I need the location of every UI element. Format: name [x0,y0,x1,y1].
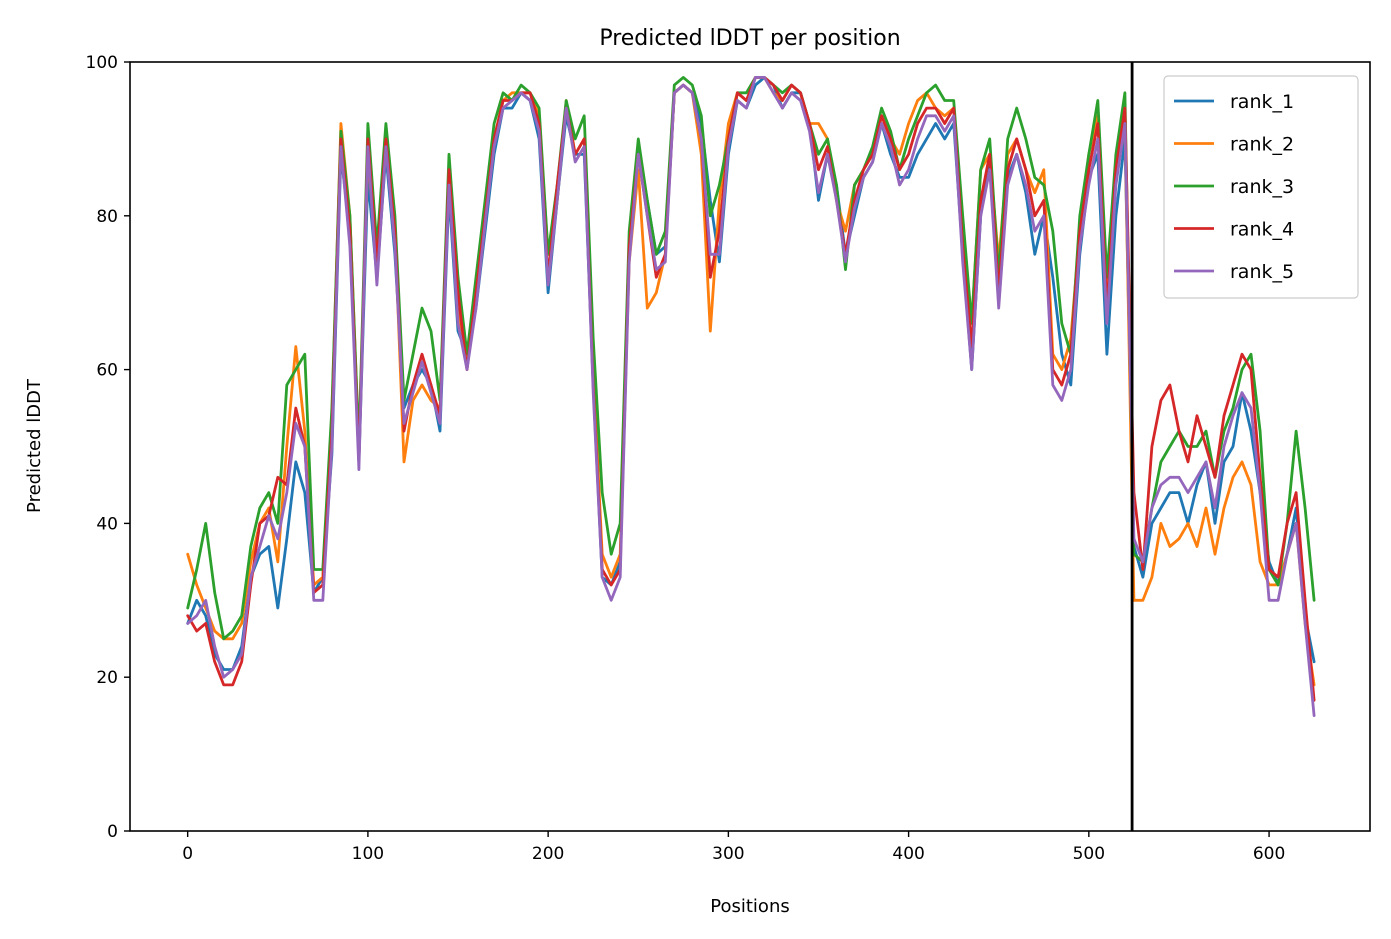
x-axis-label: Positions [710,896,789,917]
x-tick-label: 0 [182,844,193,864]
y-tick-label: 40 [96,514,118,534]
y-ticks: 0 20 40 60 80 100 [86,53,130,842]
series-line-rank_5 [186,76,1316,717]
y-tick-label: 20 [96,668,118,688]
plot-area-frame [129,61,1371,832]
legend-label-rank_3: rank_3 [1230,176,1294,198]
x-tick-label: 400 [892,844,924,864]
y-tick-label: 0 [107,822,118,842]
y-tick-label: 80 [96,207,118,227]
series-layer [186,76,1316,717]
y-tick-label: 100 [86,53,118,73]
x-tick-label: 600 [1253,844,1285,864]
x-tick-label: 300 [712,844,744,864]
x-tick-label: 100 [352,844,384,864]
legend-label-rank_5: rank_5 [1230,261,1294,283]
legend: rank_1 rank_2 rank_3 rank_4 rank_5 [1163,75,1359,299]
y-axis-label: Predicted lDDT [24,378,45,513]
x-tick-label: 200 [532,844,564,864]
legend-box [1163,75,1359,299]
x-tick-label: 500 [1073,844,1105,864]
legend-label-rank_1: rank_1 [1230,91,1294,113]
chart-title: Predicted lDDT per position [599,26,900,51]
y-tick-label: 60 [96,361,118,381]
x-ticks: 0 100 200 300 400 500 600 [182,831,1285,864]
legend-label-rank_2: rank_2 [1230,134,1294,156]
legend-items: rank_1 rank_2 rank_3 rank_4 rank_5 [1174,91,1294,283]
legend-label-rank_4: rank_4 [1230,219,1294,241]
